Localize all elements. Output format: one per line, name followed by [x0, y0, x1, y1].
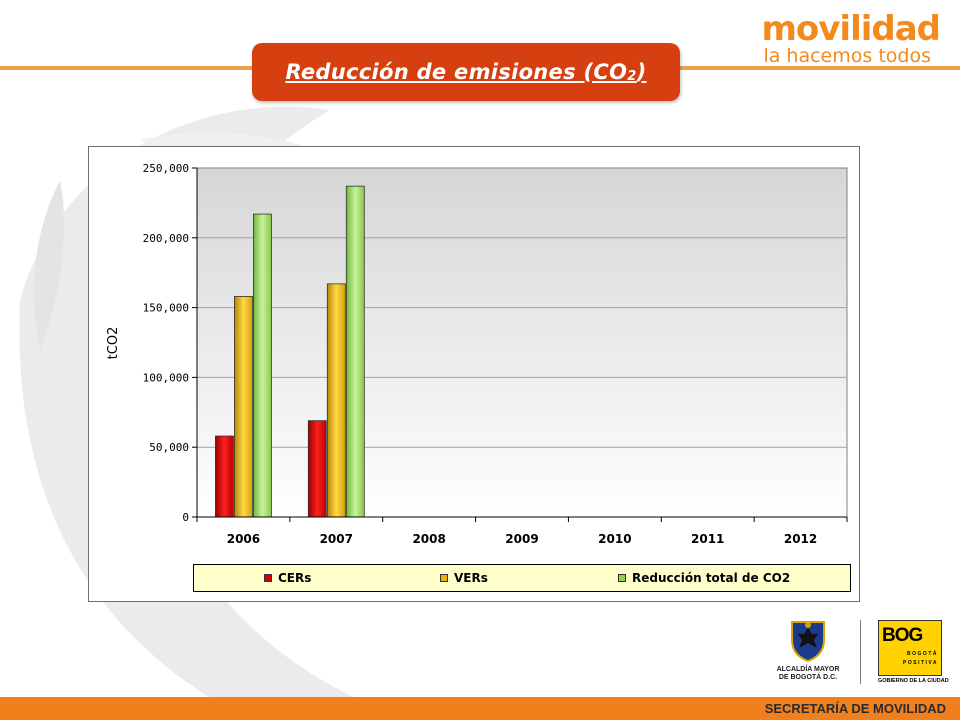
bar-vers-2007: [326, 283, 346, 518]
page-title: Reducción de emisiones (CO2): [285, 60, 646, 84]
legend-swatch-vers: [440, 574, 448, 582]
y-axis-label: tCO2: [106, 327, 121, 360]
x-tick-label: 2008: [412, 532, 445, 546]
bog-caption: GOBIERNO DE LA CIUDAD: [878, 678, 949, 684]
x-tick-label: 2007: [320, 532, 353, 546]
bog-box: BOG BOGOTÁ POSITIVA: [878, 620, 942, 676]
x-tick-label: 2012: [784, 532, 817, 546]
movilidad-logo: movilidad la hacemos todos: [761, 9, 941, 67]
legend-label-total: Reducción total de CO2: [632, 571, 791, 585]
x-tick-label: 2006: [227, 532, 260, 546]
legend-swatch-cers: [264, 574, 272, 582]
bar-cers-2006: [215, 435, 234, 518]
x-tick-label: 2011: [691, 532, 724, 546]
chart-legend: CERs VERs Reducción total de CO2: [193, 564, 851, 592]
tick-labels: 0 50,000 100,000 150,000 200,000 250,000 2006 2…: [143, 162, 818, 546]
legend-item-total: Reducción total de CO2: [618, 571, 790, 585]
y-tick-label: 50,000: [149, 441, 189, 454]
plot-area: [196, 167, 848, 518]
axes: [192, 167, 848, 522]
brand-sub: la hacemos todos: [763, 45, 931, 67]
y-tick-label: 250,000: [143, 162, 189, 175]
chart-frame: 0 50,000 100,000 150,000 200,000 250,000 2006 2…: [88, 146, 860, 602]
alcaldia-line2: DE BOGOTÁ D.C.: [778, 674, 838, 681]
bog-line1: BOGOTÁ: [907, 651, 938, 657]
title-main: Reducción de emisiones (CO: [285, 60, 628, 84]
bar-chart: 0 50,000 100,000 150,000 200,000 250,000 2006 2…: [106, 162, 848, 546]
title-close: ): [636, 60, 647, 84]
x-tick-label: 2010: [598, 532, 631, 546]
brand-main: movilidad: [761, 9, 941, 49]
gridlines: [197, 237, 847, 448]
y-tick-label: 100,000: [143, 371, 189, 384]
y-tick-label: 200,000: [143, 232, 189, 245]
bog-word: BOG: [882, 625, 923, 646]
logo-divider: [860, 620, 861, 684]
legend-label-vers: VERs: [454, 571, 488, 585]
alcaldia-logo: ALCALDÍA MAYOR DE BOGOTÁ D.C.: [770, 618, 846, 686]
bars: [215, 185, 365, 518]
title-banner: Reducción de emisiones (CO2): [252, 43, 680, 101]
footer-text: SECRETARÍA DE MOVILIDAD: [764, 701, 946, 716]
coat-of-arms-icon: [791, 621, 825, 663]
x-tick-label: 2009: [505, 532, 538, 546]
bogota-positiva-logo: BOG BOGOTÁ POSITIVA GOBIERNO DE LA CIUDA…: [878, 620, 949, 686]
bog-line2: POSITIVA: [903, 660, 938, 666]
legend-swatch-total: [618, 574, 626, 582]
bar-vers-2006: [234, 296, 253, 518]
legend-item-vers: VERs: [440, 571, 488, 585]
y-tick-label: 150,000: [143, 302, 189, 315]
alcaldia-line1: ALCALDÍA MAYOR: [776, 666, 840, 673]
footer-bar: SECRETARÍA DE MOVILIDAD: [0, 697, 960, 720]
legend-label-cers: CERs: [278, 571, 312, 585]
bar-reducci-n-total-de-co2-2007: [345, 185, 365, 518]
y-tick-label: 0: [182, 511, 189, 524]
title-subscript: 2: [627, 69, 637, 84]
legend-item-cers: CERs: [264, 571, 311, 585]
bar-cers-2007: [307, 420, 327, 518]
bar-reducci-n-total-de-co2-2006: [253, 213, 272, 518]
